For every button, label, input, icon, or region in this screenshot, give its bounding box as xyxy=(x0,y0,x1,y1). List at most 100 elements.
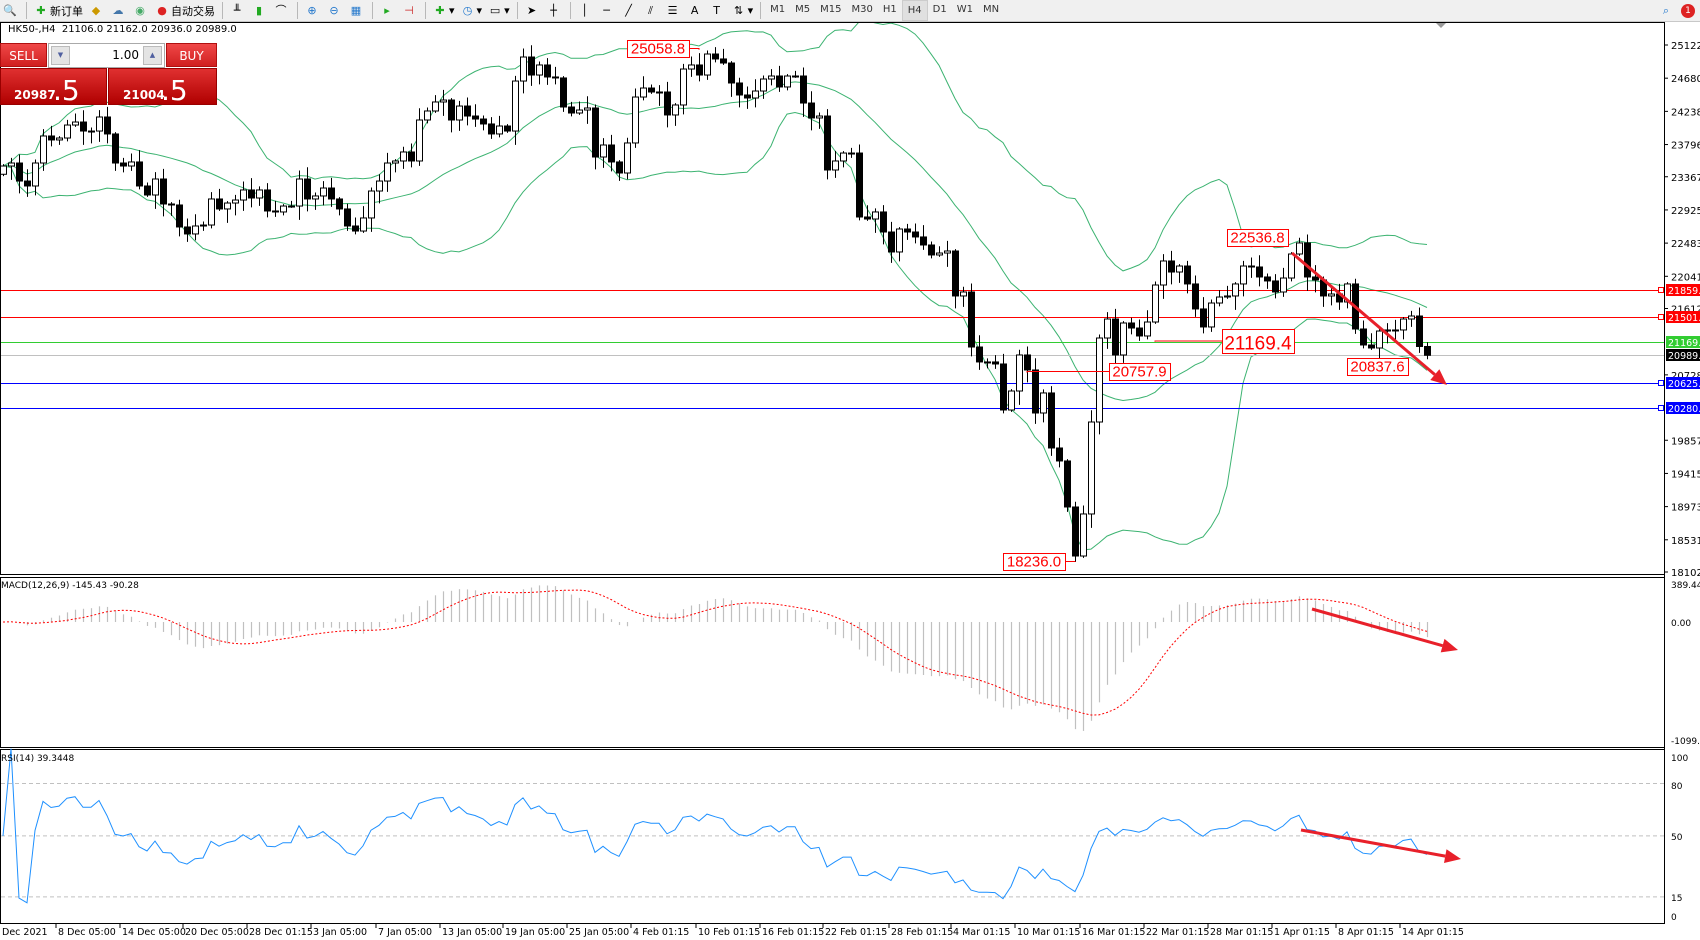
timeframe-w1[interactable]: W1 xyxy=(956,4,973,15)
candle xyxy=(264,183,271,218)
timeframe-m5[interactable]: M5 xyxy=(795,4,811,15)
macd-label: MACD(12,26,9) -145.43 -90.28 xyxy=(1,581,139,591)
candle-body xyxy=(696,64,703,76)
candle-body xyxy=(240,189,247,201)
candle xyxy=(1096,334,1103,435)
candle-body xyxy=(264,189,271,212)
timeframe-h4[interactable]: H4 xyxy=(901,0,928,21)
chart-shift-button[interactable]: ⊣ xyxy=(399,1,421,20)
rsi-axis-label: 15 xyxy=(1671,894,1682,904)
lot-decrease-icon[interactable]: ▼ xyxy=(51,46,70,65)
fibonacci-button[interactable]: ☰ xyxy=(663,1,685,20)
bar-chart-button[interactable]: ╨ xyxy=(227,1,249,20)
trendline-button[interactable]: ╱ xyxy=(619,1,641,20)
timeframe-m30[interactable]: M30 xyxy=(851,4,873,15)
history-button[interactable]: ☁ xyxy=(108,1,130,20)
candle xyxy=(904,223,911,240)
crosshair-button[interactable]: ┼ xyxy=(544,1,566,20)
autoscroll-button[interactable]: ▸ xyxy=(377,1,399,20)
candle xyxy=(648,84,655,94)
time-axis-label: 28 Mar 01:15 xyxy=(1210,927,1273,938)
candle-body xyxy=(792,75,799,78)
timeframe-mn[interactable]: MN xyxy=(982,4,1000,15)
candle xyxy=(776,65,783,92)
price-label-box xyxy=(1109,363,1171,381)
metaeditor-button[interactable]: ◆ xyxy=(86,1,108,20)
candle-body xyxy=(336,198,343,210)
vertical-line-button[interactable]: │ xyxy=(575,1,597,20)
auto-trading-button[interactable]: ● 自动交易 xyxy=(152,1,218,20)
arrows-icon: ⇅ xyxy=(733,3,744,17)
new-order-button[interactable]: ✚ 新订单 xyxy=(31,1,86,20)
timeframe-m15[interactable]: M15 xyxy=(820,4,842,15)
macd-axis-zero: 0.00 xyxy=(1671,619,1691,629)
line-handle xyxy=(1658,314,1664,320)
templates-button[interactable]: ▭ ▾ xyxy=(489,3,510,18)
candle xyxy=(720,48,727,65)
search-button[interactable]: ⌕ xyxy=(1656,1,1678,20)
price-axis-label: 22041.0 xyxy=(1671,272,1700,283)
toolbar-separator xyxy=(372,2,373,19)
candle-body xyxy=(1168,260,1175,273)
candle-body xyxy=(904,228,911,233)
price-axis-label: 19415.0 xyxy=(1671,469,1700,480)
equidistant-channel-button[interactable]: ⫽ xyxy=(641,1,663,20)
candle xyxy=(984,358,991,369)
candle xyxy=(1272,274,1279,299)
lot-size-input[interactable]: 1.00 xyxy=(112,48,139,62)
sell-price-button[interactable]: 20987 .5 xyxy=(0,68,107,107)
price-plot: 25058.8 18236.0 20757.9 22536.8 21169.4 20837… xyxy=(1,23,1664,571)
candle-body xyxy=(728,62,735,84)
lot-increase-icon[interactable]: ▲ xyxy=(143,46,162,65)
candle-body xyxy=(912,231,919,238)
candle-body xyxy=(344,208,351,227)
candle xyxy=(144,182,151,197)
candlestick-button[interactable]: ▮ xyxy=(249,1,271,20)
price-axis-label: 23796.0 xyxy=(1671,141,1700,152)
signals-button[interactable]: ◉ xyxy=(130,1,152,20)
timeframe-d1[interactable]: D1 xyxy=(932,4,947,15)
candle-body xyxy=(160,178,167,205)
candle-body xyxy=(312,195,319,200)
line-chart-button[interactable]: ⌒ xyxy=(271,1,293,20)
buy-price-main: 21004 xyxy=(123,88,165,102)
candle-body xyxy=(472,115,479,120)
periods-button[interactable]: ◷ ▾ xyxy=(458,1,486,20)
candle-body xyxy=(96,116,103,132)
sell-button[interactable]: SELL xyxy=(0,43,47,67)
zoom-out-button[interactable]: ⊖ xyxy=(324,1,346,20)
text-label-button[interactable]: T xyxy=(707,1,729,20)
candle-body xyxy=(1136,327,1143,337)
indicators-button[interactable]: ✚ ▾ xyxy=(430,1,458,20)
price-tag xyxy=(1666,377,1700,389)
candle-body xyxy=(1248,265,1255,268)
buy-button[interactable]: BUY xyxy=(166,43,217,67)
lot-size-stepper[interactable]: ▼ 1.00 ▲ xyxy=(48,43,165,68)
timeframe-h1[interactable]: H1 xyxy=(882,4,897,15)
arrow-shaft xyxy=(1291,251,1436,376)
candle-body xyxy=(1368,344,1375,349)
candle xyxy=(440,89,447,116)
candle xyxy=(40,129,47,171)
search-toolbar-icon[interactable]: 🔍 xyxy=(3,3,17,17)
candle-body xyxy=(360,217,367,232)
price-axis-label: 22483.0 xyxy=(1671,239,1700,250)
timeframe-m1[interactable]: M1 xyxy=(770,4,786,15)
candlestick-icon: ▮ xyxy=(255,3,263,17)
buy-price-button[interactable]: 21004 .5 xyxy=(108,68,217,107)
notifications-button[interactable]: 1 xyxy=(1678,1,1700,20)
text-button[interactable]: A xyxy=(685,1,707,20)
candle xyxy=(304,167,311,212)
horizontal-line-button[interactable]: ─ xyxy=(597,1,619,20)
candle xyxy=(376,174,383,204)
candle-body xyxy=(920,236,927,246)
arrows-button[interactable]: ⇅ ▾ xyxy=(729,1,757,20)
candle-body xyxy=(216,198,223,210)
price-label-connector xyxy=(1154,340,1222,342)
zoom-in-button[interactable]: ⊕ xyxy=(302,1,324,20)
tile-windows-button[interactable]: ▦ xyxy=(346,1,368,20)
cursor-button[interactable]: ➤ xyxy=(522,1,544,20)
candle-body xyxy=(248,189,255,199)
time-axis-label: 25 Jan 05:00 xyxy=(569,927,629,938)
